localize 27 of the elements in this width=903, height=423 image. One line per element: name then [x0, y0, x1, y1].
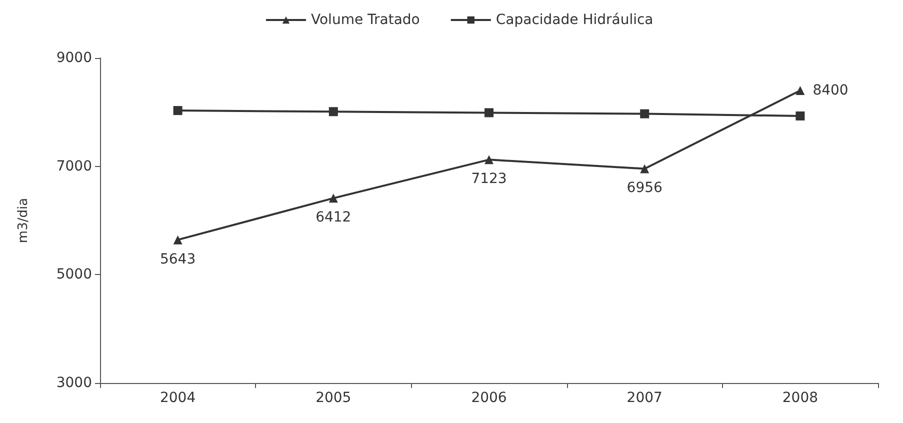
data-label: 6956: [626, 180, 662, 196]
point: [796, 111, 805, 120]
point: [640, 109, 650, 118]
point: [173, 235, 182, 244]
legend-label: Capacidade Hidráulica: [496, 12, 654, 28]
y-tick-label: 7000: [56, 158, 92, 174]
point: [484, 108, 494, 118]
x-tick-label: 2004: [160, 390, 196, 406]
y-axis-title: m3/dia: [16, 198, 31, 244]
y-tick-label: 3000: [56, 375, 92, 391]
legend-label: Volume Tratado: [311, 12, 420, 28]
point: [328, 107, 338, 116]
x-tick-label: 2007: [626, 390, 662, 406]
x-tick-label: 2006: [471, 390, 507, 406]
data-label: 5643: [160, 251, 196, 268]
y-tick-label: 9000: [56, 50, 92, 66]
x-tick-label: 2008: [782, 390, 818, 406]
point: [796, 86, 805, 95]
data-label: 6412: [316, 210, 352, 226]
data-label: 8400: [812, 82, 848, 98]
data-label: 7123: [471, 171, 507, 188]
point: [328, 194, 338, 203]
point: [173, 106, 182, 116]
point: [484, 155, 494, 164]
x-tick-label: 2005: [316, 390, 352, 406]
point: [640, 164, 650, 174]
y-tick-label: 5000: [56, 266, 92, 283]
